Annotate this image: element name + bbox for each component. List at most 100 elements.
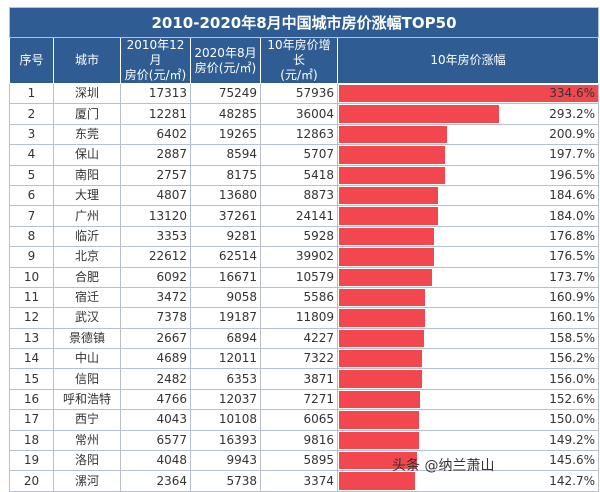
table-row: 16 呼和浩特 4766 12037 7271 152.6% bbox=[9, 388, 600, 411]
price-2010-cell: 13120 bbox=[120, 205, 191, 227]
table-row: 12 武汉 7378 19187 11809 160.1% bbox=[9, 307, 600, 329]
growth-cell: 197.7% bbox=[336, 144, 600, 166]
growth-label: 173.7% bbox=[549, 269, 596, 284]
rank-cell: 12 bbox=[9, 307, 54, 329]
rank-cell: 6 bbox=[9, 184, 54, 207]
price-2010-cell: 6577 bbox=[120, 429, 191, 452]
rank-cell: 15 bbox=[9, 368, 54, 390]
growth-bar bbox=[339, 105, 499, 123]
city-cell: 临沂 bbox=[53, 225, 121, 248]
city-cell: 洛阳 bbox=[53, 450, 121, 472]
city-cell: 中山 bbox=[53, 348, 121, 370]
rank-cell: 16 bbox=[9, 388, 54, 411]
city-cell: 漯河 bbox=[53, 470, 121, 492]
table-row: 7 广州 13120 37261 24141 184.0% bbox=[9, 205, 600, 227]
price-2020-cell: 9281 bbox=[190, 225, 261, 248]
table-row: 17 西宁 4043 10108 6065 150.0% bbox=[9, 409, 600, 431]
growth-cell: 176.8% bbox=[336, 225, 600, 248]
growth-bar bbox=[339, 207, 438, 225]
increase-cell: 12863 bbox=[260, 123, 338, 146]
growth-label: 160.9% bbox=[549, 290, 596, 305]
increase-cell: 9816 bbox=[260, 429, 338, 452]
growth-cell: 142.7% bbox=[336, 470, 600, 492]
increase-cell: 5586 bbox=[260, 286, 338, 309]
growth-label: 197.7% bbox=[549, 147, 596, 162]
city-cell: 厦门 bbox=[53, 103, 121, 125]
growth-label: 184.6% bbox=[549, 188, 596, 203]
growth-cell: 156.2% bbox=[336, 348, 600, 370]
price-2020-cell: 75249 bbox=[190, 82, 261, 105]
growth-label: 156.0% bbox=[549, 371, 596, 386]
city-cell: 广州 bbox=[53, 205, 121, 227]
growth-bar bbox=[339, 329, 424, 348]
table-row: 10 合肥 6092 16671 10579 173.7% bbox=[9, 266, 600, 288]
growth-bar bbox=[339, 411, 419, 429]
growth-bar bbox=[339, 248, 434, 266]
growth-bar bbox=[339, 186, 439, 205]
increase-cell: 10579 bbox=[260, 266, 338, 288]
growth-cell: 184.6% bbox=[336, 184, 600, 207]
increase-cell: 24141 bbox=[260, 205, 338, 227]
rank-cell: 19 bbox=[9, 450, 54, 472]
increase-cell: 5418 bbox=[260, 164, 338, 186]
growth-label: 196.5% bbox=[549, 167, 596, 182]
price-2010-cell: 3353 bbox=[120, 225, 191, 248]
growth-cell: 150.0% bbox=[336, 409, 600, 431]
growth-bar bbox=[339, 125, 447, 144]
rank-cell: 20 bbox=[9, 470, 54, 492]
price-2010-cell: 4043 bbox=[120, 409, 191, 431]
price-2010-cell: 4766 bbox=[120, 388, 191, 411]
city-cell: 深圳 bbox=[53, 82, 121, 105]
table-row: 15 信阳 2482 6353 3871 156.0% bbox=[9, 368, 600, 390]
growth-label: 334.6% bbox=[549, 86, 596, 101]
price-2020-cell: 12011 bbox=[190, 348, 261, 370]
price-2020-cell: 62514 bbox=[190, 246, 261, 268]
growth-cell: 160.9% bbox=[336, 286, 600, 309]
price-2020-cell: 6353 bbox=[190, 368, 261, 390]
city-cell: 西宁 bbox=[53, 409, 121, 431]
column-header: 城市 bbox=[53, 37, 121, 84]
rank-cell: 11 bbox=[9, 286, 54, 309]
table-row: 8 临沂 3353 9281 5928 176.8% bbox=[9, 225, 600, 248]
growth-cell: 149.2% bbox=[336, 429, 600, 452]
city-cell: 大理 bbox=[53, 184, 121, 207]
city-cell: 东莞 bbox=[53, 123, 121, 146]
growth-bar bbox=[339, 227, 434, 246]
rank-cell: 4 bbox=[9, 144, 54, 166]
price-2020-cell: 16671 bbox=[190, 266, 261, 288]
rank-cell: 7 bbox=[9, 205, 54, 227]
rank-cell: 3 bbox=[9, 123, 54, 146]
growth-bar bbox=[339, 472, 415, 490]
city-cell: 北京 bbox=[53, 246, 121, 268]
increase-cell: 39902 bbox=[260, 246, 338, 268]
growth-bar bbox=[339, 350, 423, 368]
price-2010-cell: 2887 bbox=[120, 144, 191, 166]
growth-label: 149.2% bbox=[549, 432, 596, 447]
city-cell: 宿迁 bbox=[53, 286, 121, 309]
growth-cell: 334.6% bbox=[336, 82, 600, 105]
table-title: 2010-2020年8月中国城市房价涨幅TOP50 bbox=[8, 7, 600, 38]
price-2010-cell: 3472 bbox=[120, 286, 191, 309]
price-2010-cell: 2667 bbox=[120, 327, 191, 350]
price-2020-cell: 9058 bbox=[190, 286, 261, 309]
increase-cell: 8873 bbox=[260, 184, 338, 207]
increase-cell: 5895 bbox=[260, 450, 338, 472]
price-2010-cell: 2757 bbox=[120, 164, 191, 186]
column-header: 2020年8月 房价(元/㎡) bbox=[190, 37, 261, 84]
column-header: 10年房价涨幅 bbox=[336, 37, 600, 84]
price-2020-cell: 19265 bbox=[190, 123, 261, 146]
price-2020-cell: 8175 bbox=[190, 164, 261, 186]
price-2020-cell: 10108 bbox=[190, 409, 261, 431]
growth-bar bbox=[339, 309, 425, 327]
growth-cell: 156.0% bbox=[336, 368, 600, 390]
growth-cell: 160.1% bbox=[336, 307, 600, 329]
growth-cell: 158.5% bbox=[336, 327, 600, 350]
table-row: 5 南阳 2757 8175 5418 196.5% bbox=[9, 164, 600, 186]
increase-cell: 11809 bbox=[260, 307, 338, 329]
price-2010-cell: 6402 bbox=[120, 123, 191, 146]
price-2020-cell: 12037 bbox=[190, 388, 261, 411]
price-2020-cell: 5738 bbox=[190, 470, 261, 492]
increase-cell: 7322 bbox=[260, 348, 338, 370]
growth-bar bbox=[339, 146, 446, 164]
price-2020-cell: 13680 bbox=[190, 184, 261, 207]
